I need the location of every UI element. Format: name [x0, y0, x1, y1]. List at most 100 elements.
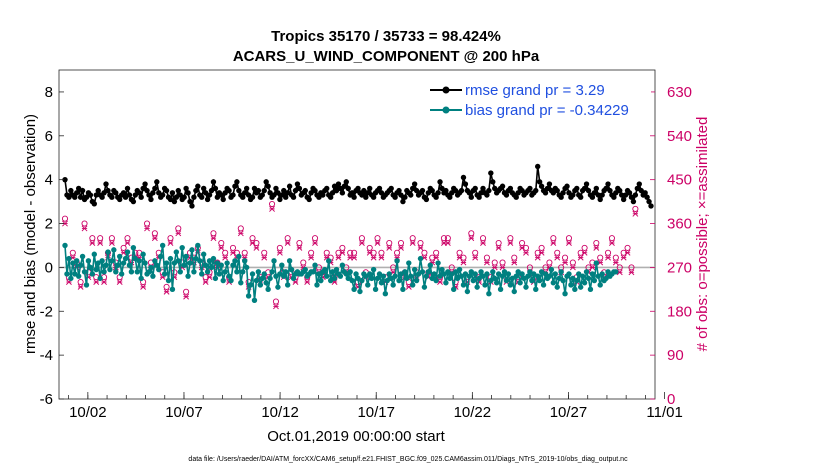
bias-series-point — [79, 253, 86, 260]
bias-series-point — [331, 275, 338, 282]
bias-series-point — [517, 280, 523, 286]
bias-series-point — [173, 249, 180, 255]
obs-assimilated-point — [93, 279, 100, 285]
rmse-series-point — [468, 194, 474, 200]
bias-series-point — [150, 273, 156, 279]
bias-series-point — [116, 253, 123, 260]
bias-series-point — [581, 280, 588, 286]
bias-series-point — [158, 253, 164, 260]
bias-series-point — [368, 275, 375, 282]
bias-series-point — [525, 273, 531, 279]
obs-possible-point — [261, 249, 268, 256]
bias-series-point — [283, 269, 289, 275]
obs-assimilated-point — [284, 240, 291, 246]
y-tick-label-left: 8 — [45, 84, 53, 101]
rmse-series-point — [577, 194, 584, 200]
obs-possible-point — [69, 249, 76, 256]
bias-series-point — [118, 271, 125, 277]
bias-series-point — [197, 258, 203, 264]
obs-possible-point — [358, 235, 365, 242]
rmse-series-point — [195, 183, 201, 189]
x-tick-label: 10/02 — [69, 404, 107, 421]
bias-series-point — [81, 269, 88, 275]
bias-series-point — [337, 273, 344, 279]
rmse-series-point — [283, 194, 289, 200]
rmse-series-point — [181, 194, 187, 200]
bias-series-point — [75, 273, 82, 279]
obs-assimilated-point — [202, 279, 209, 285]
rmse-series-point — [593, 185, 600, 192]
rmse-series-point — [169, 190, 176, 196]
bias-series-point — [216, 271, 223, 277]
plot-area — [58, 69, 656, 400]
rmse-series-point — [335, 181, 342, 187]
obs-assimilated-point — [433, 254, 440, 261]
plot-marks — [59, 163, 655, 310]
y-tick-label-right: 90 — [667, 347, 684, 364]
bias-series-point — [230, 262, 236, 268]
obs-possible-point — [89, 235, 96, 242]
y-tick-label-right: 450 — [667, 172, 692, 189]
rmse-series-point — [343, 179, 349, 185]
obs-assimilated-point — [230, 249, 236, 256]
obs-assimilated-point — [304, 279, 311, 285]
bias-series-point — [411, 266, 418, 273]
rmse-series-point — [204, 196, 211, 203]
bias-series-point — [464, 288, 471, 295]
bias-series-point — [83, 282, 90, 288]
bias-series-point — [236, 253, 242, 260]
obs-possible-point — [108, 235, 115, 242]
bias-series-point — [339, 262, 346, 268]
rmse-series-point — [558, 194, 564, 200]
bias-series-point — [351, 286, 357, 293]
rmse-series-point — [488, 170, 494, 176]
obs-assimilated-point — [358, 240, 365, 246]
bias-series-point — [423, 273, 430, 279]
obs-possible-point — [409, 235, 416, 242]
bias-series-point — [427, 262, 433, 268]
y-tick-label-right: 540 — [667, 128, 692, 145]
rmse-series-point — [560, 190, 566, 196]
bias-series-point — [234, 269, 240, 275]
obs-assimilated-point — [206, 274, 213, 281]
x-tick-label: 11/01 — [646, 404, 682, 421]
rmse-series-point — [554, 187, 560, 194]
bias-series-point — [433, 277, 439, 284]
bias-series-point — [109, 258, 115, 264]
rmse-series-point — [513, 194, 519, 200]
bias-series-point — [577, 284, 584, 290]
obs-possible-point — [483, 254, 490, 261]
bias-series-point — [562, 291, 568, 297]
obs-possible-point — [351, 249, 358, 256]
legend-bias-marker — [442, 106, 450, 114]
obs-assimilated-point — [472, 254, 479, 261]
obs-possible-point — [468, 230, 475, 237]
bias-series-point — [482, 282, 488, 288]
obs-possible-point — [472, 249, 479, 256]
bias-series-point — [353, 271, 359, 277]
rmse-series-point — [230, 192, 236, 198]
bias-series-point — [394, 258, 400, 264]
rmse-series-point — [546, 181, 553, 187]
bias-series-point — [535, 273, 541, 279]
bias-series-point — [568, 282, 574, 288]
obs-possible-point — [151, 230, 158, 237]
obs-possible-point — [272, 298, 280, 305]
bias-series-point — [255, 269, 262, 275]
rmse-series-point — [636, 181, 642, 187]
bias-series-point — [97, 275, 103, 282]
obs-possible-point — [479, 235, 487, 242]
bias-series-point — [400, 286, 406, 293]
obs-possible-point — [210, 230, 217, 237]
bias-series-point — [126, 262, 133, 268]
obs-possible-point — [491, 259, 498, 266]
bias-series-point — [136, 258, 142, 264]
bias-series-point — [89, 271, 96, 277]
bias-series-point — [413, 277, 420, 284]
y-tick-label-right: 630 — [667, 84, 692, 101]
obs-possible-point — [628, 264, 635, 271]
bias-series-point — [302, 266, 308, 273]
rmse-series-point — [259, 192, 265, 198]
bias-series-point — [585, 275, 592, 282]
bias-series-point — [120, 260, 127, 266]
